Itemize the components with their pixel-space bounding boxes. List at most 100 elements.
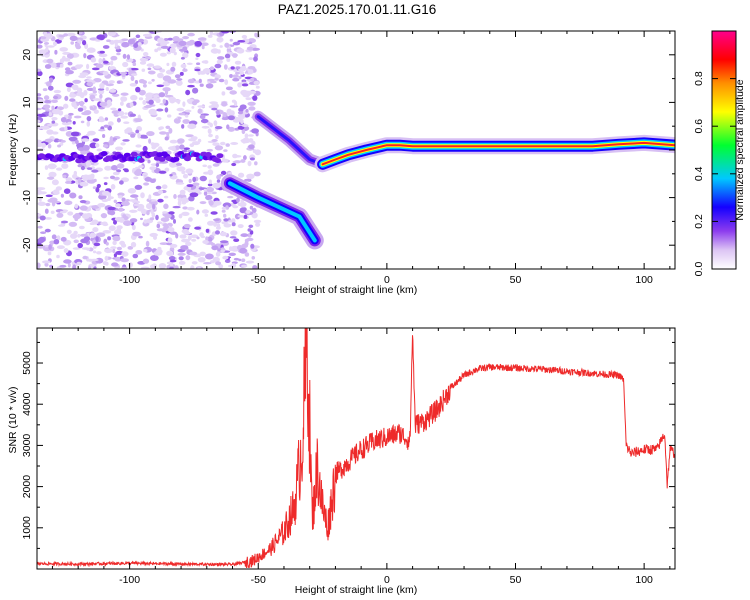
noise-speckle bbox=[72, 214, 81, 220]
noise-speckle bbox=[99, 82, 105, 89]
noise-speckle bbox=[201, 45, 205, 50]
noise-speckle bbox=[247, 90, 257, 95]
noise-speckle bbox=[57, 144, 62, 148]
noise-speckle bbox=[253, 171, 261, 177]
noise-speckle bbox=[72, 121, 76, 125]
noise-speckle bbox=[162, 223, 169, 227]
noise-speckle bbox=[177, 116, 182, 120]
noise-speckle bbox=[185, 241, 192, 246]
colorbar-tick-label: 0.4 bbox=[693, 166, 705, 181]
noise-speckle bbox=[207, 165, 212, 169]
noise-speckle bbox=[157, 221, 163, 224]
noise-speckle bbox=[176, 107, 185, 112]
noise-speckle bbox=[235, 71, 241, 75]
noise-speckle bbox=[194, 40, 202, 47]
noise-speckle bbox=[146, 131, 155, 137]
noise-speckle bbox=[197, 108, 202, 114]
noise-speckle bbox=[160, 217, 170, 223]
x-tick-label: 50 bbox=[510, 274, 522, 286]
noise-speckle bbox=[154, 48, 159, 53]
spectrogram-x-axis-title: Height of straight line (km) bbox=[295, 284, 418, 296]
noise-speckle bbox=[82, 40, 87, 46]
noise-speckle bbox=[132, 253, 139, 259]
noise-speckle bbox=[169, 47, 176, 54]
snr-panel: -100 -50 0 50 100 1000 2000 3000 4000 5000 Height… bbox=[7, 327, 676, 596]
noise-speckle bbox=[182, 119, 190, 124]
noise-speckle bbox=[46, 176, 55, 180]
noise-speckle bbox=[52, 189, 60, 195]
noise-speckle bbox=[147, 67, 152, 71]
noise-speckle bbox=[80, 233, 88, 237]
noise-speckle bbox=[81, 111, 91, 116]
noise-speckle bbox=[169, 261, 174, 267]
noise-speckle bbox=[53, 239, 60, 245]
noise-speckle bbox=[77, 233, 81, 238]
noise-speckle bbox=[121, 251, 129, 257]
noise-speckle bbox=[46, 81, 52, 87]
noise-speckle bbox=[44, 217, 52, 220]
noise-speckle bbox=[142, 33, 152, 37]
noise-speckle bbox=[199, 83, 204, 87]
noise-speckle bbox=[220, 170, 227, 176]
noise-speckle bbox=[190, 265, 195, 269]
noise-speckle bbox=[239, 71, 245, 75]
noise-speckle bbox=[73, 115, 82, 119]
noise-speckle bbox=[221, 158, 229, 163]
noise-speckle bbox=[153, 251, 162, 256]
noise-speckle bbox=[151, 78, 155, 82]
y-tick-label: 5000 bbox=[21, 351, 33, 375]
noise-speckle bbox=[228, 246, 233, 252]
noise-speckle bbox=[140, 266, 150, 269]
noise-speckle bbox=[201, 125, 210, 129]
noise-speckle bbox=[51, 179, 59, 186]
noise-speckle bbox=[244, 133, 249, 139]
noise-speckle bbox=[127, 246, 134, 250]
noise-speckle bbox=[142, 84, 147, 88]
noise-speckle bbox=[187, 78, 195, 84]
noise-speckle bbox=[38, 49, 47, 55]
noise-speckle bbox=[56, 254, 60, 259]
noise-speckle bbox=[120, 142, 126, 146]
noise-speckle bbox=[240, 65, 247, 72]
noise-speckle bbox=[200, 118, 209, 124]
noise-speckle bbox=[247, 66, 256, 70]
noise-speckle bbox=[231, 230, 237, 236]
noise-speckle bbox=[212, 163, 220, 167]
noise-speckle bbox=[124, 112, 128, 115]
noise-speckle bbox=[108, 66, 115, 70]
noise-speckle bbox=[92, 86, 97, 92]
noise-speckle bbox=[142, 100, 147, 105]
noise-speckle bbox=[65, 180, 72, 184]
noise-speckle bbox=[142, 80, 147, 85]
noise-speckle bbox=[99, 101, 108, 107]
noise-speckle bbox=[40, 231, 47, 234]
noise-speckle bbox=[116, 169, 122, 173]
noise-speckle bbox=[223, 213, 227, 218]
noise-speckle bbox=[105, 242, 109, 246]
noise-speckle bbox=[59, 47, 68, 52]
noise-speckle bbox=[74, 64, 82, 69]
noise-speckle bbox=[234, 60, 242, 65]
noise-speckle bbox=[241, 258, 246, 263]
noise-speckle bbox=[51, 99, 58, 103]
noise-speckle bbox=[73, 230, 78, 235]
noise-speckle bbox=[177, 200, 182, 207]
noise-speckle bbox=[219, 45, 223, 48]
noise-speckle bbox=[155, 163, 160, 167]
noise-speckle bbox=[130, 67, 139, 71]
y-tick-label: 10 bbox=[21, 96, 33, 108]
noise-speckle bbox=[66, 229, 72, 234]
x-tick-label: -100 bbox=[119, 574, 140, 586]
noise-speckle bbox=[37, 113, 46, 117]
noise-speckle bbox=[107, 31, 116, 37]
noise-band-blob bbox=[214, 158, 222, 163]
y-tick-label: -10 bbox=[21, 190, 33, 205]
noise-speckle bbox=[102, 134, 106, 138]
x-tick-label: 50 bbox=[510, 574, 522, 586]
noise-speckle bbox=[92, 250, 97, 254]
noise-speckle bbox=[71, 84, 77, 89]
noise-speckle bbox=[37, 244, 46, 249]
noise-speckle bbox=[177, 197, 182, 202]
noise-speckle bbox=[205, 228, 210, 233]
noise-speckle bbox=[155, 214, 159, 221]
